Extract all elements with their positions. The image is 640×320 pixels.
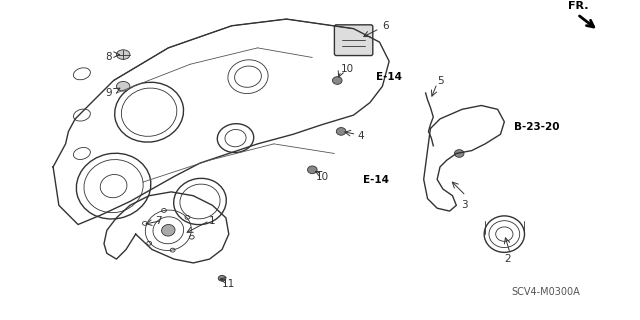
- Text: 7: 7: [156, 216, 162, 226]
- Text: SCV4-M0300A: SCV4-M0300A: [511, 287, 580, 297]
- Ellipse shape: [116, 50, 130, 60]
- Ellipse shape: [337, 128, 346, 135]
- Text: E-14: E-14: [364, 175, 389, 185]
- Ellipse shape: [307, 166, 317, 174]
- Text: 3: 3: [461, 200, 467, 210]
- Text: 2: 2: [504, 254, 511, 264]
- Text: 9: 9: [106, 88, 112, 98]
- Text: 11: 11: [222, 279, 236, 289]
- Text: 5: 5: [436, 76, 444, 85]
- Ellipse shape: [454, 150, 464, 157]
- Ellipse shape: [218, 276, 226, 281]
- Text: E-14: E-14: [376, 72, 402, 82]
- Text: FR.: FR.: [568, 1, 588, 12]
- Text: 8: 8: [106, 52, 112, 62]
- Ellipse shape: [333, 77, 342, 84]
- Ellipse shape: [162, 225, 175, 236]
- Text: 6: 6: [382, 21, 388, 31]
- FancyBboxPatch shape: [335, 25, 373, 56]
- Text: 10: 10: [340, 64, 353, 74]
- Ellipse shape: [116, 82, 130, 91]
- Text: 10: 10: [316, 172, 328, 181]
- Text: B-23-20: B-23-20: [514, 122, 559, 132]
- Text: 4: 4: [357, 131, 364, 141]
- Text: 1: 1: [209, 216, 216, 226]
